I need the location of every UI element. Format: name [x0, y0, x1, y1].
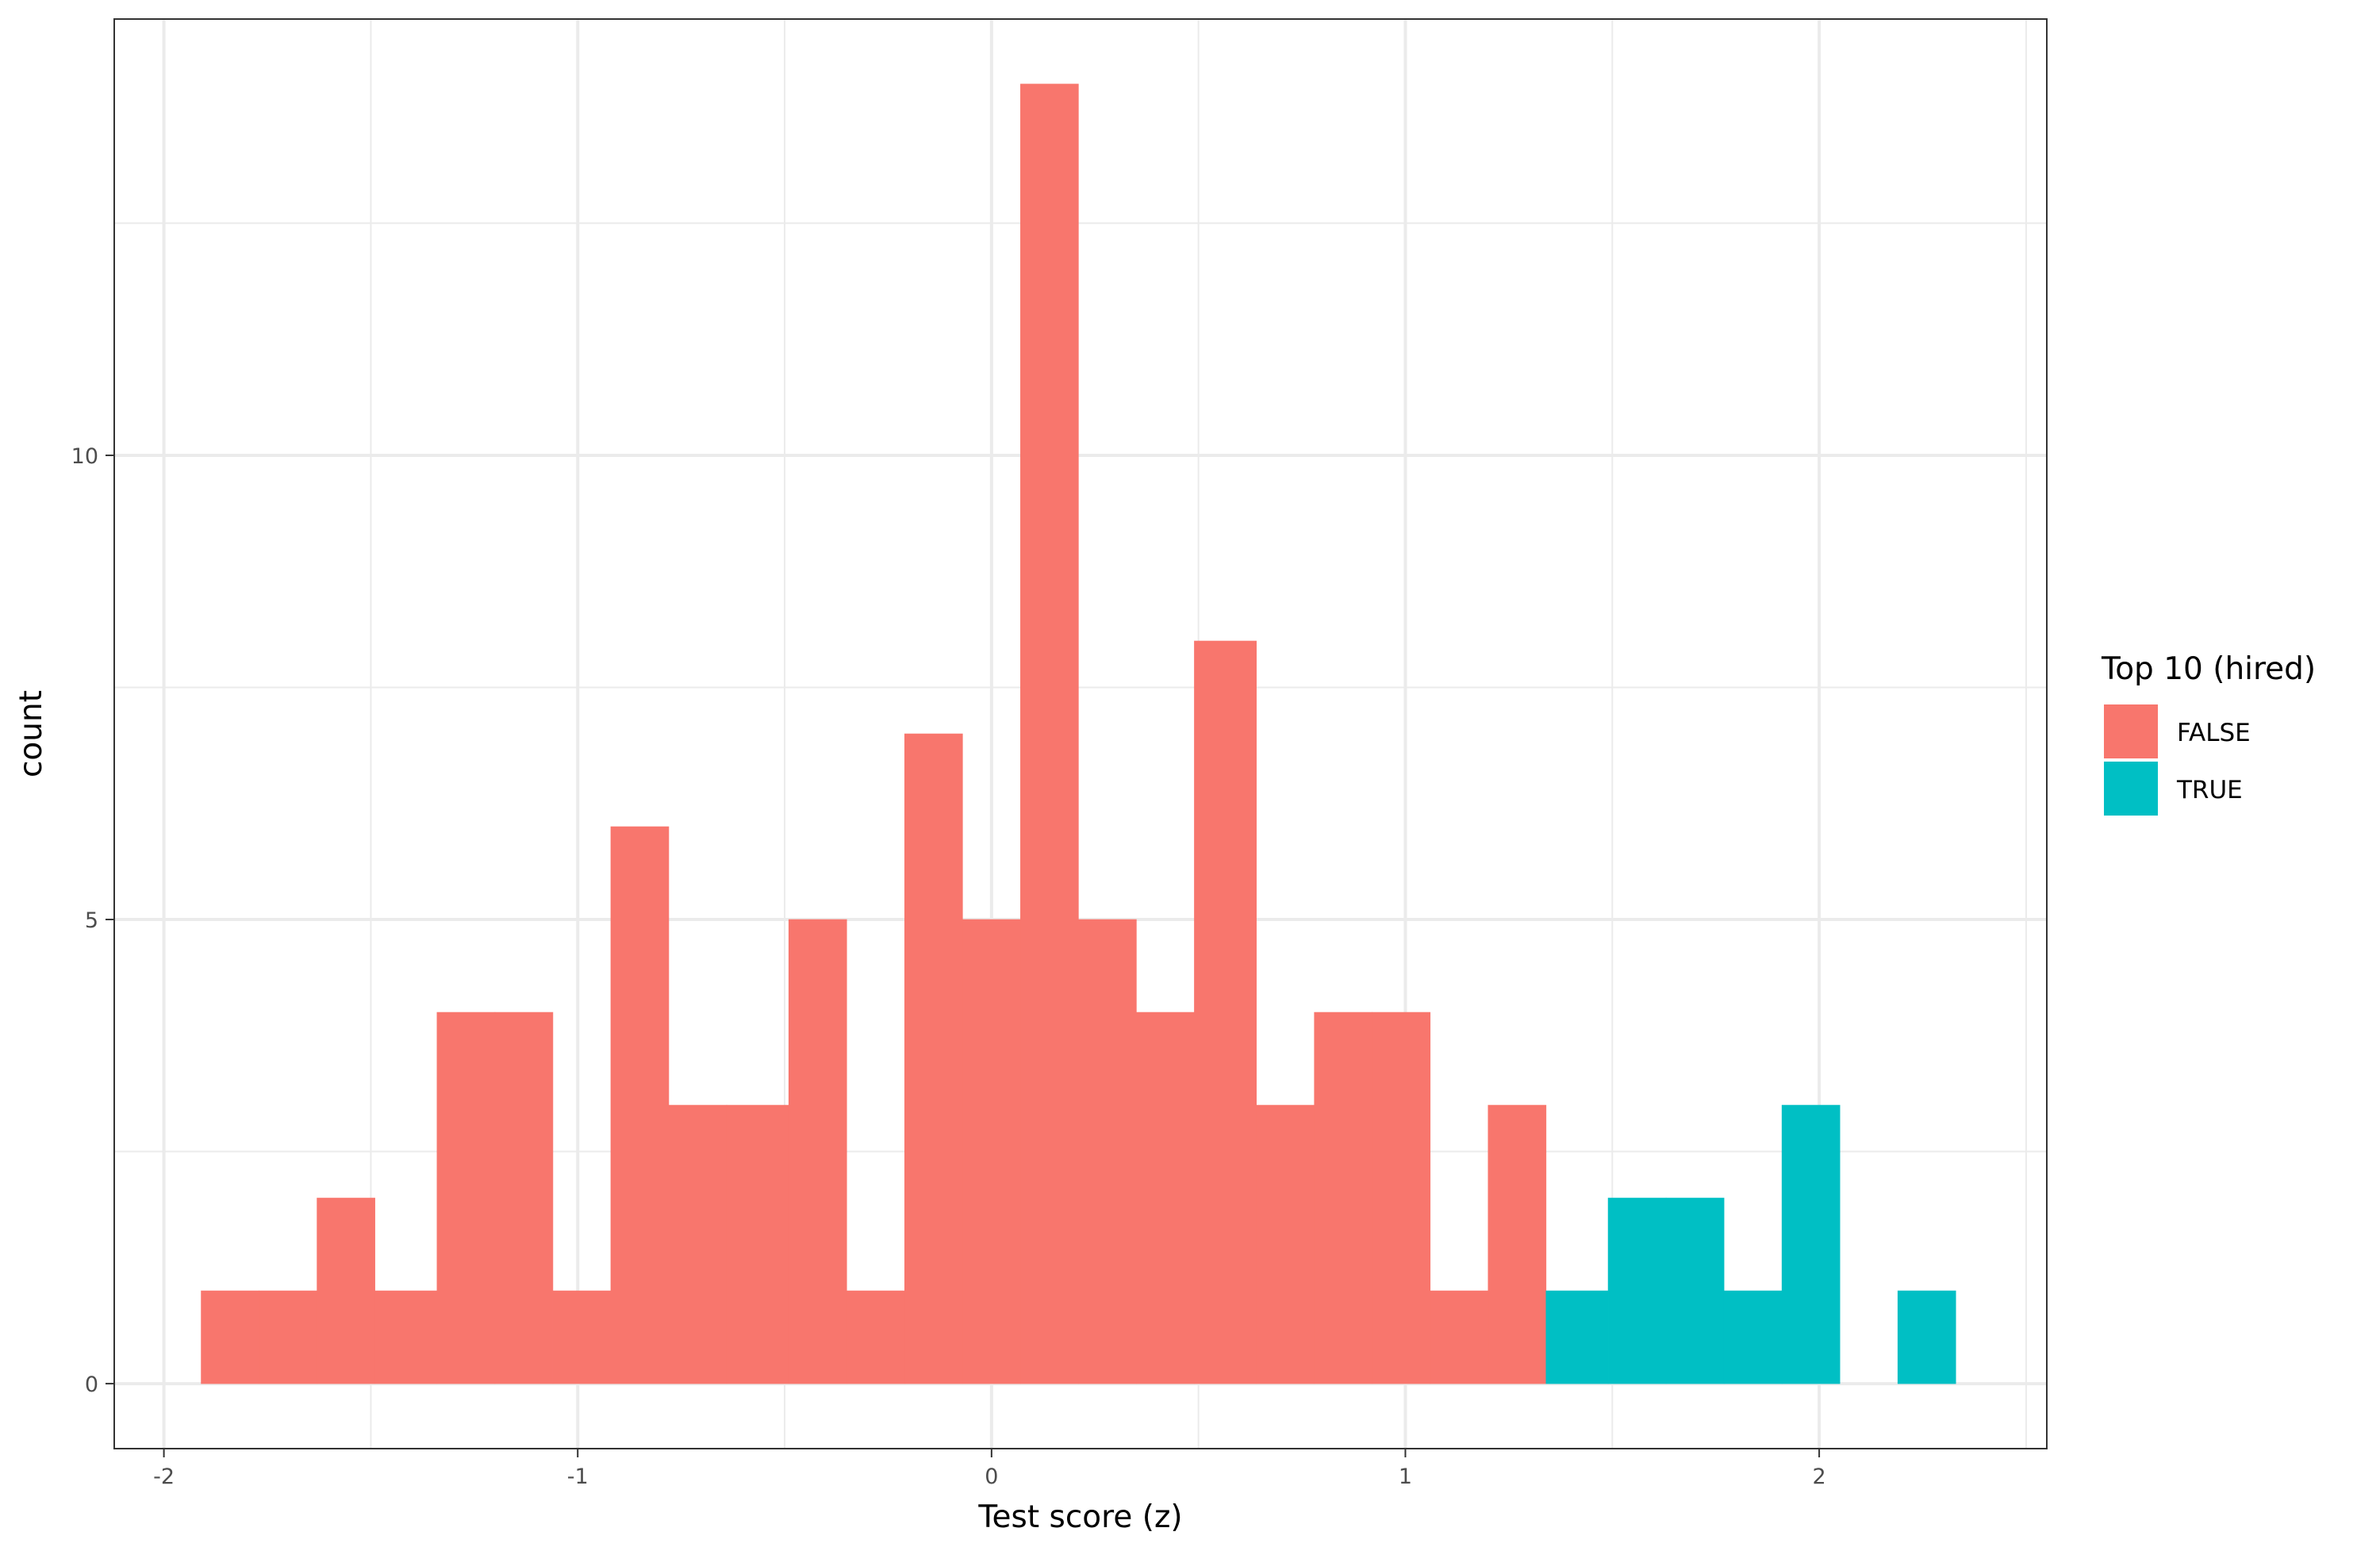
- legend-key-true: [2104, 762, 2158, 816]
- bar-false: [610, 826, 670, 1384]
- x-tick-label: -2: [153, 1464, 175, 1489]
- legend: Top 10 (hired) FALSE TRUE: [2101, 651, 2316, 816]
- bar-false: [904, 733, 963, 1384]
- x-tick-label: 1: [1399, 1464, 1412, 1489]
- bar-false: [668, 1104, 727, 1384]
- bar-false: [962, 919, 1021, 1384]
- bar-true: [1607, 1197, 1667, 1384]
- legend-key-false: [2104, 704, 2158, 758]
- bar-true: [1897, 1290, 1956, 1384]
- bar-false: [1020, 83, 1079, 1384]
- bar-false: [846, 1290, 905, 1384]
- bar-false: [436, 1012, 496, 1384]
- x-axis-title: Test score (z): [977, 1499, 1182, 1535]
- bar-true: [1545, 1290, 1609, 1384]
- bar-true: [1665, 1197, 1725, 1384]
- x-tick-label: -1: [567, 1464, 589, 1489]
- x-tick-label: 0: [985, 1464, 998, 1489]
- bar-false: [201, 1290, 259, 1384]
- y-tick-label: 5: [85, 908, 98, 933]
- y-tick-label: 10: [71, 444, 98, 469]
- y-tick-label: 0: [85, 1372, 98, 1397]
- bar-false: [1078, 919, 1137, 1384]
- legend-label-false: FALSE: [2177, 719, 2251, 747]
- legend-title: Top 10 (hired): [2101, 651, 2316, 687]
- bar-false: [494, 1012, 554, 1384]
- bar-false: [1314, 1012, 1373, 1384]
- bar-false: [1136, 1012, 1195, 1384]
- x-tick-label: 2: [1813, 1464, 1826, 1489]
- bar-false: [1430, 1290, 1489, 1384]
- histogram-bars: [201, 83, 1956, 1384]
- bar-false: [788, 919, 847, 1384]
- bar-false: [317, 1197, 375, 1384]
- bar-true: [1781, 1104, 1841, 1384]
- bar-false: [552, 1290, 612, 1384]
- bar-false: [1488, 1104, 1547, 1384]
- bar-false: [259, 1290, 317, 1384]
- y-axis-title: count: [13, 690, 49, 777]
- bar-false: [1256, 1104, 1315, 1384]
- bar-false: [374, 1290, 438, 1384]
- bar-false: [1194, 640, 1257, 1384]
- bar-false: [1372, 1012, 1431, 1384]
- plot-panel-border: [113, 18, 2048, 1449]
- bar-true: [1723, 1290, 1783, 1384]
- axis-ticks: -2 -1 0 1 2 0 5 10: [71, 444, 1826, 1489]
- legend-label-true: TRUE: [2176, 776, 2243, 804]
- bar-false: [726, 1104, 789, 1384]
